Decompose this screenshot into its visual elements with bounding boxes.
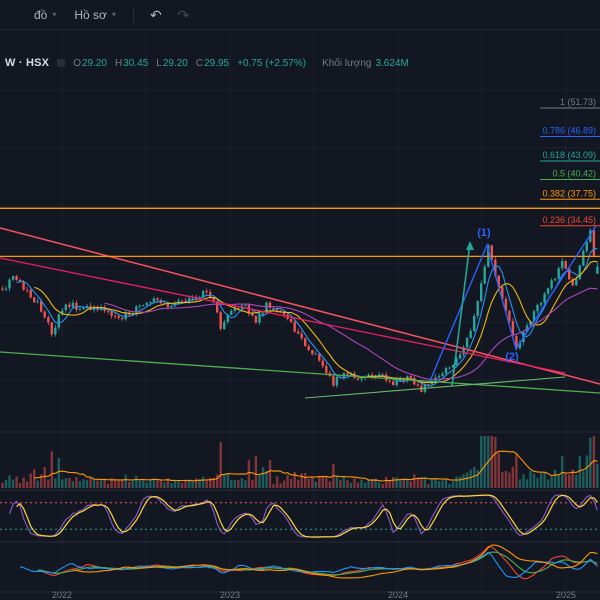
arrow-head xyxy=(466,241,474,250)
trendline[interactable] xyxy=(0,351,600,394)
fib-level-label: 0.5 (40.42) xyxy=(552,169,596,179)
redo-icon: ↷ xyxy=(177,6,190,23)
elliott-impulse-line[interactable] xyxy=(429,225,597,382)
menu-profile[interactable]: Hồ sơ ▾ xyxy=(66,4,124,26)
candles-layer xyxy=(1,227,599,394)
fib-level-label: 0.786 (46.89) xyxy=(542,126,596,136)
legend-more-icon[interactable] xyxy=(57,59,66,67)
open-value: 29.20 xyxy=(81,57,107,69)
volume-layer xyxy=(1,436,599,488)
volume-readout: Khối lượng 3.624M xyxy=(322,58,409,69)
low-value: 29.20 xyxy=(162,57,188,69)
menu-chart-label: đồ xyxy=(34,7,48,22)
change-value: +0.75 (+2.57%) xyxy=(237,57,307,69)
ohlc-close: C 29.95 xyxy=(196,58,229,69)
trendline[interactable] xyxy=(0,227,600,385)
top-toolbar: đồ ▾ Hồ sơ ▾ ↶ ↷ xyxy=(0,0,600,30)
undo-icon: ↶ xyxy=(149,6,162,23)
fib-level-label: 0.382 (37.75) xyxy=(542,188,596,198)
high-label: H xyxy=(115,57,123,69)
x-axis-year-label: 2024 xyxy=(388,590,408,600)
moving-averages-layer xyxy=(16,248,598,387)
ohlc-open: O 29.20 xyxy=(73,58,107,69)
fib-level-label: 0.618 (43.09) xyxy=(542,150,596,160)
open-label: O xyxy=(73,57,81,69)
undo-button[interactable]: ↶ xyxy=(143,7,169,23)
volume-label: Khối lượng xyxy=(322,57,372,69)
redo-button[interactable]: ↷ xyxy=(171,7,197,23)
oscillator-layer xyxy=(0,544,600,580)
chart-area[interactable]: 1 (51.73) 0.786 (46.89) 0.618 (43.09) 0.5 (… xyxy=(0,30,600,600)
close-label: C xyxy=(195,57,204,69)
high-value: 30.45 xyxy=(123,57,149,69)
toolbar-divider xyxy=(132,6,134,23)
drawings-layer[interactable]: 1 (51.73) 0.786 (46.89) 0.618 (43.09) 0.5 (… xyxy=(0,97,600,399)
stochastic-layer xyxy=(0,494,600,538)
fib-level-label: 0.236 (34.45) xyxy=(542,215,596,225)
x-axis-year-label: 2023 xyxy=(220,590,240,600)
ohlc-low: L 29.20 xyxy=(156,58,188,69)
close-value: 29.95 xyxy=(204,57,230,69)
menu-chart[interactable]: đồ ▾ xyxy=(26,4,64,26)
fib-level-label: 1 (51.73) xyxy=(560,97,596,107)
grid-layer xyxy=(0,30,600,592)
trendline[interactable] xyxy=(0,257,566,374)
symbol-legend: W · HSX O 29.20 H 30.45 L 29.20 C 29.95 … xyxy=(5,57,409,69)
ohlc-high: H 30.45 xyxy=(115,58,148,69)
wave-label[interactable]: (2) xyxy=(505,351,519,363)
arrow-drawing[interactable] xyxy=(451,242,471,387)
low-label: L xyxy=(156,57,162,69)
volume-value: 3.624M xyxy=(375,57,409,69)
chevron-down-icon: ▾ xyxy=(111,9,116,19)
price-chart-svg[interactable]: 1 (51.73) 0.786 (46.89) 0.618 (43.09) 0.5 (… xyxy=(0,30,600,600)
menu-profile-label: Hồ sơ xyxy=(74,7,107,22)
x-axis-year-label: 2022 xyxy=(52,590,72,600)
trendline[interactable] xyxy=(304,376,566,399)
symbol-title[interactable]: W · HSX xyxy=(5,57,50,69)
chevron-down-icon: ▾ xyxy=(52,9,57,19)
x-axis-year-label: 2025 xyxy=(556,590,576,600)
wave-label[interactable]: (1) xyxy=(477,227,491,239)
